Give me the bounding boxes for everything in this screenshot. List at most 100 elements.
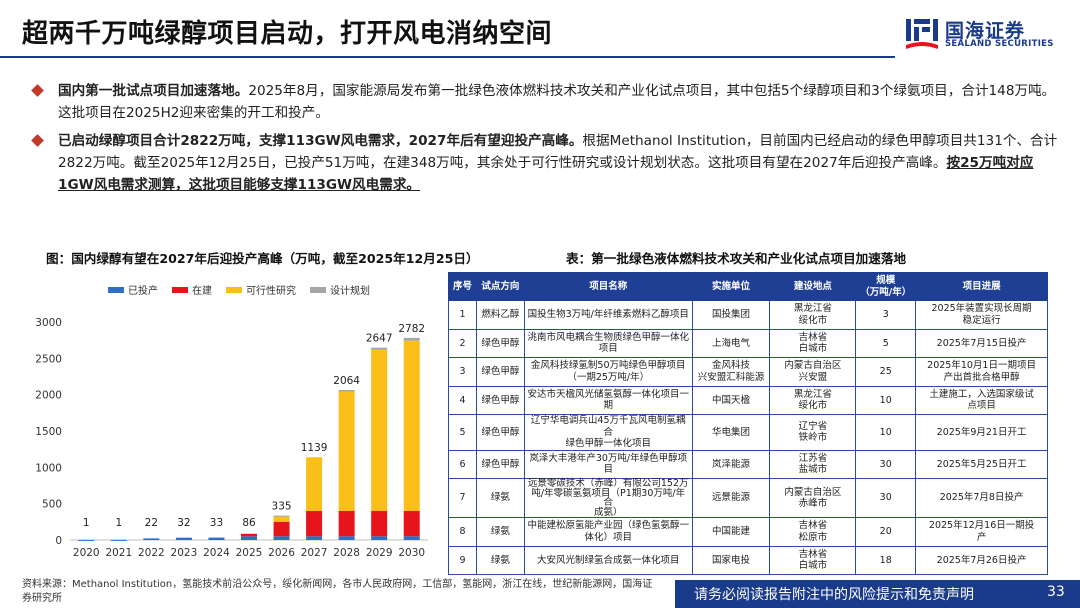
data-label-total: 86	[242, 517, 256, 529]
sealand-logo-icon	[906, 19, 938, 49]
company-logo: 国海证券 SEALAND SECURITIES	[905, 14, 1065, 54]
cell-location: 黑龙江省 绥化市	[769, 385, 857, 415]
bar-segment	[371, 347, 388, 350]
bullet-item-pilot-projects: 国内第一批试点项目加速落地。2025年8月，国家能源局发布第一批绿色液体燃料技术…	[30, 80, 1060, 124]
x-tick-label: 2030	[398, 547, 425, 559]
cell-progress: 2025年9月21日开工	[915, 414, 1048, 451]
table-header-row: 序号 试点方向 项目名称 实施单位 建设地点 规模 （万吨/年） 项目进展	[448, 272, 1048, 301]
cell-implementer: 金风科技 兴安盟汇科能源	[691, 357, 771, 387]
cell-project-name: 大安风光制绿氢合成氨一体化项目	[523, 545, 693, 575]
cell-direction: 绿色甲醇	[475, 414, 525, 451]
data-label-total: 1139	[301, 442, 328, 454]
bar-segment	[338, 511, 355, 537]
cell-scale: 10	[855, 385, 917, 415]
table-row: 7 绿氨 远景零碳技术（赤峰）有限公司152万 吨/年零碳氢氨项目（P1期30万吨/…	[448, 478, 1048, 518]
legend-item: 可行性研究	[226, 282, 296, 297]
col-header-implementer: 实施单位	[691, 272, 771, 301]
bar-segment	[273, 536, 290, 540]
logo-english-name: SEALAND SECURITIES	[945, 39, 1054, 49]
y-tick-label: 2500	[35, 353, 62, 365]
bar-segment	[241, 536, 257, 540]
cell-location: 吉林省 白城市	[769, 545, 857, 575]
cell-direction: 绿氨	[475, 478, 525, 518]
chart-caption: 图：国内绿醇有望在2027年后迎投产高峰（万吨，截至2025年12月25日）	[46, 251, 479, 266]
bar-segment	[175, 537, 192, 540]
cell-scale: 5	[855, 328, 917, 358]
bar-segment	[306, 511, 323, 537]
data-label-total: 2782	[398, 323, 425, 335]
y-tick-label: 0	[55, 535, 62, 547]
cell-project-name: 岚泽大丰港年产30万吨/年绿色甲醇项目	[523, 449, 693, 479]
page-number: 33	[1047, 584, 1065, 600]
bar-segment	[338, 390, 355, 392]
cell-index: 2	[448, 328, 477, 358]
cell-progress: 2025年12月16日一期投 产	[915, 517, 1048, 547]
bar-segment	[143, 538, 160, 540]
table-row: 2 绿色甲醇 洮南市风电耦合生物质绿色甲醇一体化 项目 上海电气 吉林省 白城市 5 202…	[448, 328, 1048, 358]
cell-direction: 绿色甲醇	[475, 385, 525, 415]
bar-segment	[371, 349, 388, 512]
bar-segment	[241, 533, 257, 537]
cell-progress: 2025年7月26日投产	[915, 545, 1048, 575]
bar-segment	[306, 457, 323, 512]
cell-index: 3	[448, 357, 477, 387]
data-label-total: 2647	[366, 333, 393, 345]
cell-progress: 2025年5月25日开工	[915, 449, 1048, 479]
cell-location: 江苏省 盐城市	[769, 449, 857, 479]
cell-implementer: 远景能源	[691, 478, 771, 518]
bar-segment	[110, 539, 127, 541]
bar-segment	[208, 537, 225, 540]
bullet-heading: 已启动绿醇项目合计2822万吨，支撑113GW风电需求，2027年后有望迎投产高…	[58, 133, 583, 149]
cell-progress: 2025年装置实现长周期 稳定运行	[915, 300, 1048, 330]
chart-canvas: 0 500 1000 1500 2000 2500 3000 2020 1 2021 1 2022 22…	[35, 317, 428, 559]
cell-progress: 土建施工，入选国家级试 点项目	[915, 385, 1048, 415]
data-label-total: 335	[272, 501, 292, 513]
x-tick-label: 2021	[105, 547, 132, 559]
data-label-total: 1	[115, 517, 122, 529]
cell-implementer: 岚泽能源	[691, 449, 771, 479]
cell-implementer: 中国能建	[691, 517, 771, 547]
table-row: 9 绿氨 大安风光制绿氢合成氨一体化项目 国家电投 吉林省 白城市 18 2025年7月26…	[448, 545, 1048, 575]
cell-index: 8	[448, 517, 477, 547]
bar-segment	[371, 536, 388, 540]
header-rule	[0, 56, 895, 58]
table-row: 3 绿色甲醇 金风科技绿氢制50万吨绿色甲醇项目 （一期25万吨/年） 金风科技 兴安…	[448, 357, 1048, 387]
diamond-bullet-icon	[31, 84, 44, 97]
cell-scale: 10	[855, 414, 917, 451]
data-label-total: 32	[177, 517, 190, 529]
bar-segment	[403, 511, 420, 537]
cell-scale: 25	[855, 357, 917, 387]
legend-swatch	[108, 286, 124, 293]
data-label-total: 22	[145, 517, 158, 529]
col-header-project: 项目名称	[523, 272, 693, 301]
bullet-text: 2025年8月，国家能源局发布第一批绿色液体燃料技术攻关和产业化试点项目，其中包…	[58, 83, 1056, 121]
y-tick-label: 1500	[35, 426, 62, 438]
cell-location: 黑龙江省 绥化市	[769, 300, 857, 330]
bullet-underlined-conclusion: 按25万吨对应1GW风电需求测算，这批项目能够支撑113GW风电需求。	[58, 155, 1034, 193]
col-header-index: 序号	[448, 272, 477, 301]
table-caption: 表：第一批绿色液体燃料技术攻关和产业化试点项目加速落地	[566, 251, 907, 266]
cell-scale: 30	[855, 478, 917, 518]
cell-project-name: 辽宁华电调兵山45万千瓦风电制氢耦合 绿色甲醇一体化项目	[523, 414, 693, 451]
y-tick-label: 500	[42, 499, 62, 511]
cell-progress: 2025年7月15日投产	[915, 328, 1048, 358]
cell-progress: 2025年7月8日投产	[915, 478, 1048, 518]
table-row: 1 燃料乙醇 国投生物3万吨/年纤维素燃料乙醇项目 国投集团 黑龙江省 绥化市 3 2025…	[448, 300, 1048, 330]
table-row: 6 绿色甲醇 岚泽大丰港年产30万吨/年绿色甲醇项目 岚泽能源 江苏省 盐城市 30 202…	[448, 449, 1048, 479]
cell-implementer: 华电集团	[691, 414, 771, 451]
cell-implementer: 上海电气	[691, 328, 771, 358]
cell-location: 吉林省 白城市	[769, 328, 857, 358]
x-tick-label: 2028	[333, 547, 360, 559]
cell-location: 吉林省 松原市	[769, 517, 857, 547]
data-label-total: 2064	[333, 375, 360, 387]
bar-segment	[338, 536, 355, 540]
col-header-scale: 规模 （万吨/年）	[855, 272, 917, 301]
diamond-bullet-icon	[31, 134, 44, 147]
chart-legend: 已投产 在建 可行性研究 设计规划	[108, 282, 370, 297]
y-tick-label: 3000	[35, 317, 62, 329]
cell-direction: 燃料乙醇	[475, 300, 525, 330]
col-header-direction: 试点方向	[475, 272, 525, 301]
logo-chinese-name: 国海证券	[945, 20, 1026, 42]
bar-segment	[403, 536, 420, 540]
bullet-heading: 国内第一批试点项目加速落地。	[58, 83, 249, 99]
